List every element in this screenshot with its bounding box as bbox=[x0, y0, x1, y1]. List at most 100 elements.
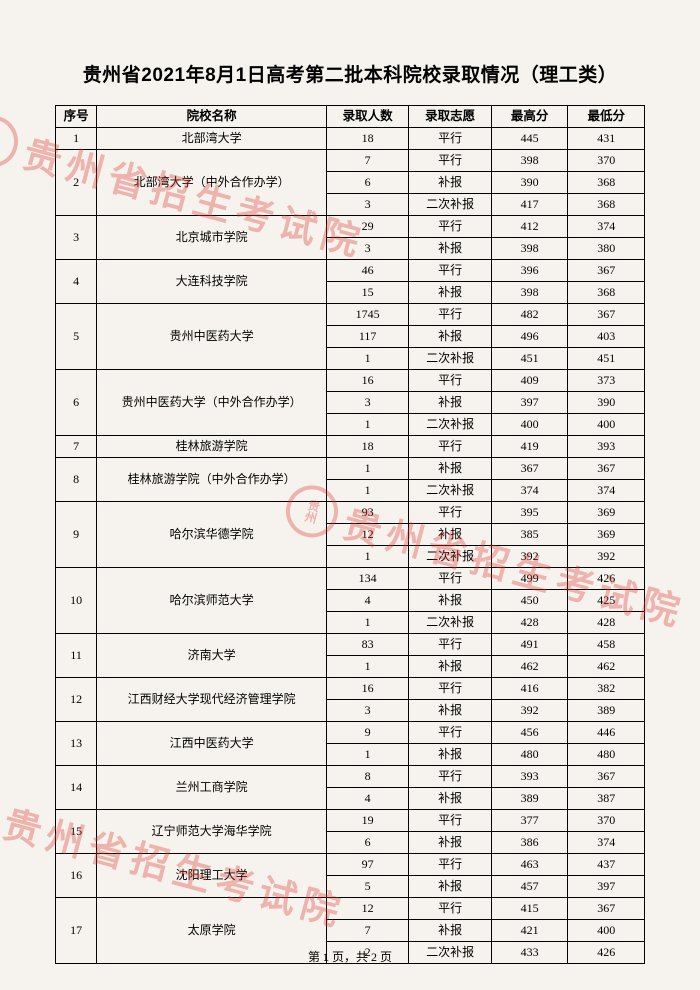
cell-school-name: 沈阳理工大学 bbox=[97, 854, 327, 898]
cell-low: 382 bbox=[568, 678, 645, 700]
cell-school-name: 贵州中医药大学（中外合作办学） bbox=[97, 370, 327, 436]
cell-index: 7 bbox=[56, 436, 97, 458]
table-row: 16沈阳理工大学97平行463437 bbox=[56, 854, 645, 876]
cell-high: 396 bbox=[491, 260, 568, 282]
cell-low: 400 bbox=[568, 414, 645, 436]
cell-count: 97 bbox=[326, 854, 408, 876]
table-row: 9哈尔滨华德学院93平行395369 bbox=[56, 502, 645, 524]
cell-low: 451 bbox=[568, 348, 645, 370]
cell-low: 458 bbox=[568, 634, 645, 656]
cell-low: 367 bbox=[568, 898, 645, 920]
cell-school-name: 江西中医药大学 bbox=[97, 722, 327, 766]
cell-high: 419 bbox=[491, 436, 568, 458]
cell-low: 425 bbox=[568, 590, 645, 612]
cell-wish: 二次补报 bbox=[409, 546, 491, 568]
cell-count: 1 bbox=[326, 546, 408, 568]
table-row: 17太原学院12平行415367 bbox=[56, 898, 645, 920]
cell-wish: 补报 bbox=[409, 590, 491, 612]
cell-count: 1 bbox=[326, 656, 408, 678]
cell-count: 5 bbox=[326, 876, 408, 898]
cell-wish: 平行 bbox=[409, 854, 491, 876]
col-low: 最低分 bbox=[568, 106, 645, 128]
cell-high: 398 bbox=[491, 150, 568, 172]
cell-wish: 平行 bbox=[409, 568, 491, 590]
cell-high: 480 bbox=[491, 744, 568, 766]
cell-index: 9 bbox=[56, 502, 97, 568]
cell-high: 451 bbox=[491, 348, 568, 370]
cell-wish: 补报 bbox=[409, 656, 491, 678]
footer-mid: 页，共 bbox=[329, 950, 371, 964]
cell-school-name: 北京城市学院 bbox=[97, 216, 327, 260]
cell-wish: 补报 bbox=[409, 788, 491, 810]
cell-low: 374 bbox=[568, 832, 645, 854]
table-row: 13江西中医药大学9平行456446 bbox=[56, 722, 645, 744]
cell-low: 370 bbox=[568, 810, 645, 832]
cell-low: 367 bbox=[568, 260, 645, 282]
cell-high: 415 bbox=[491, 898, 568, 920]
cell-low: 390 bbox=[568, 392, 645, 414]
cell-index: 6 bbox=[56, 370, 97, 436]
cell-high: 496 bbox=[491, 326, 568, 348]
cell-count: 9 bbox=[326, 722, 408, 744]
cell-index: 12 bbox=[56, 678, 97, 722]
cell-wish: 补报 bbox=[409, 282, 491, 304]
cell-high: 389 bbox=[491, 788, 568, 810]
col-high: 最高分 bbox=[491, 106, 568, 128]
cell-count: 18 bbox=[326, 436, 408, 458]
cell-high: 421 bbox=[491, 920, 568, 942]
cell-school-name: 贵州中医药大学 bbox=[97, 304, 327, 370]
cell-high: 462 bbox=[491, 656, 568, 678]
cell-index: 10 bbox=[56, 568, 97, 634]
cell-wish: 平行 bbox=[409, 678, 491, 700]
cell-high: 417 bbox=[491, 194, 568, 216]
cell-count: 4 bbox=[326, 788, 408, 810]
cell-wish: 二次补报 bbox=[409, 612, 491, 634]
cell-low: 437 bbox=[568, 854, 645, 876]
cell-count: 29 bbox=[326, 216, 408, 238]
admission-table: 序号 院校名称 录取人数 录取志愿 最高分 最低分 1北部湾大学18平行4454… bbox=[55, 105, 645, 964]
cell-high: 457 bbox=[491, 876, 568, 898]
cell-index: 4 bbox=[56, 260, 97, 304]
table-row: 10哈尔滨师范大学134平行499426 bbox=[56, 568, 645, 590]
cell-count: 16 bbox=[326, 370, 408, 392]
cell-count: 1 bbox=[326, 612, 408, 634]
cell-wish: 补报 bbox=[409, 700, 491, 722]
table-row: 5贵州中医药大学1745平行482367 bbox=[56, 304, 645, 326]
cell-low: 373 bbox=[568, 370, 645, 392]
cell-school-name: 大连科技学院 bbox=[97, 260, 327, 304]
cell-high: 400 bbox=[491, 414, 568, 436]
cell-low: 392 bbox=[568, 546, 645, 568]
cell-count: 1 bbox=[326, 480, 408, 502]
cell-school-name: 兰州工商学院 bbox=[97, 766, 327, 810]
table-body: 1北部湾大学18平行4454312北部湾大学（中外合作办学）7平行3983706… bbox=[56, 128, 645, 964]
footer-suffix: 页 bbox=[377, 950, 392, 964]
cell-count: 3 bbox=[326, 194, 408, 216]
table-row: 11济南大学83平行491458 bbox=[56, 634, 645, 656]
cell-count: 1 bbox=[326, 458, 408, 480]
cell-high: 428 bbox=[491, 612, 568, 634]
cell-high: 456 bbox=[491, 722, 568, 744]
cell-high: 385 bbox=[491, 524, 568, 546]
cell-count: 18 bbox=[326, 128, 408, 150]
cell-high: 409 bbox=[491, 370, 568, 392]
cell-school-name: 济南大学 bbox=[97, 634, 327, 678]
cell-low: 370 bbox=[568, 150, 645, 172]
cell-count: 12 bbox=[326, 524, 408, 546]
cell-wish: 平行 bbox=[409, 304, 491, 326]
cell-wish: 平行 bbox=[409, 260, 491, 282]
cell-count: 93 bbox=[326, 502, 408, 524]
cell-wish: 补报 bbox=[409, 920, 491, 942]
cell-low: 368 bbox=[568, 194, 645, 216]
cell-count: 6 bbox=[326, 172, 408, 194]
cell-wish: 补报 bbox=[409, 832, 491, 854]
cell-count: 4 bbox=[326, 590, 408, 612]
cell-index: 14 bbox=[56, 766, 97, 810]
cell-high: 491 bbox=[491, 634, 568, 656]
cell-high: 393 bbox=[491, 766, 568, 788]
table-row: 12江西财经大学现代经济管理学院16平行416382 bbox=[56, 678, 645, 700]
cell-index: 1 bbox=[56, 128, 97, 150]
cell-wish: 补报 bbox=[409, 238, 491, 260]
cell-school-name: 北部湾大学 bbox=[97, 128, 327, 150]
cell-index: 8 bbox=[56, 458, 97, 502]
cell-count: 7 bbox=[326, 150, 408, 172]
